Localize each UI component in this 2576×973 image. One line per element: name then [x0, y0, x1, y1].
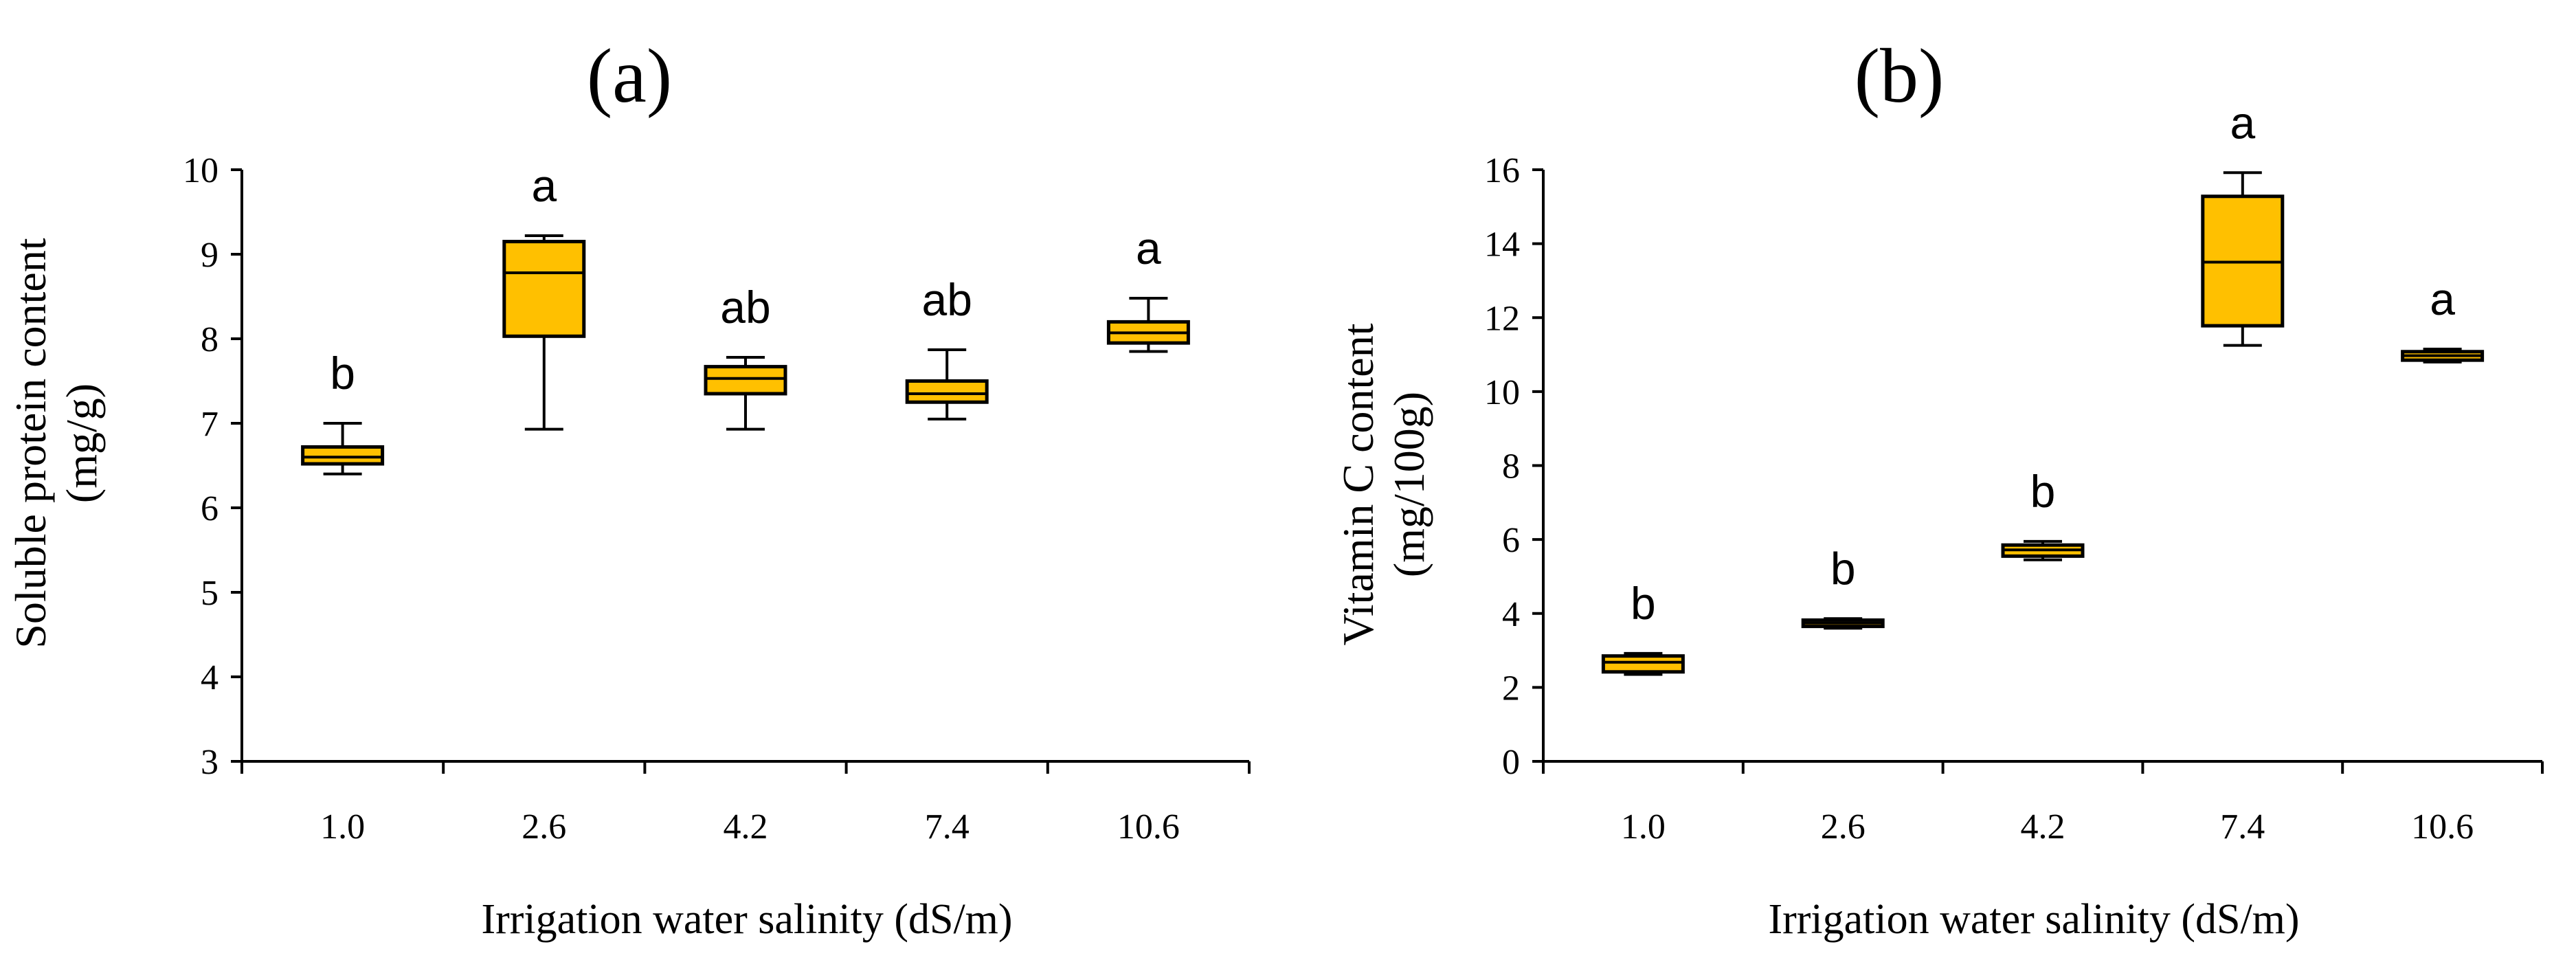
- panel-b-y-tick-label: 6: [1502, 521, 1520, 560]
- panel-b-y-tick-label: 4: [1502, 595, 1520, 634]
- panel-a-y-tick-label: 9: [201, 236, 219, 275]
- panel-b-significance-letter: b: [1631, 578, 1656, 629]
- panel-a-label: (a): [587, 34, 672, 119]
- panel-a-x-tick-label: 10.6: [1117, 807, 1180, 847]
- panel-a-ylabel: Soluble protein content: [6, 238, 55, 648]
- panel-a-x-tick-label: 1.0: [320, 807, 365, 847]
- panel-a-y-tick-label: 10: [183, 151, 219, 190]
- panel-a-significance-letter: ab: [720, 282, 770, 333]
- panel-b-significance-letter: b: [1830, 543, 1856, 594]
- panel-a-box: [905, 379, 989, 404]
- panel-a-ylabel-unit: (mg/g): [57, 383, 106, 503]
- panel-b-label: (b): [1855, 34, 1945, 119]
- panel-b-significance-letter: a: [2230, 97, 2255, 148]
- panel-b-x-tick-label: 1.0: [1621, 807, 1666, 847]
- panel-b-ylabel-unit: (mg/100g): [1385, 392, 1433, 577]
- panel-a-significance-letter: a: [531, 160, 557, 211]
- panel-a-box: [502, 240, 586, 338]
- panel-b-significance-letter: a: [2430, 273, 2455, 324]
- panel-b-ylabel: Vitamin C content: [1334, 323, 1382, 645]
- panel-a-y-tick-label: 6: [201, 489, 219, 528]
- panel-b-y-tick-label: 10: [1484, 373, 1520, 412]
- panel-a-box: [704, 365, 787, 396]
- panel-b-y-tick-label: 12: [1484, 299, 1520, 338]
- panel-a-significance-letter: ab: [921, 274, 972, 325]
- panel-b-x-tick-label: 10.6: [2411, 807, 2474, 847]
- panel-a-y-tick-label: 5: [201, 574, 219, 613]
- panel-b-significance-letter: b: [2030, 466, 2056, 517]
- panel-b-plot-area: 0 2 4 6 8 10 12 14 16 1.0 b 2.6 b 4.2 b 7.4 a 10.6 a: [1484, 97, 2544, 847]
- panel-b-y-tick-label: 8: [1502, 447, 1520, 486]
- panel-b-y-tick-label: 16: [1484, 151, 1520, 190]
- panel-b-x-tick-label: 4.2: [2021, 807, 2065, 847]
- panel-a-y-tick-label: 8: [201, 320, 219, 359]
- panel-a-y-tick-label: 7: [201, 405, 219, 444]
- panel-a-xlabel: Irrigation water salinity (dS/m): [481, 896, 1012, 943]
- panel-a-significance-letter: b: [330, 348, 355, 399]
- panel-b-y-tick-label: 0: [1502, 743, 1520, 782]
- panel-a-box: [301, 445, 385, 466]
- panel-a-plot-area: 3 4 5 6 7 8 9 10 1.0 b 2.6 a 4.2 ab 7.4 ab 10.6 a: [183, 151, 1251, 847]
- panel-b: (b) Vitamin C content (mg/100g) Irrigati…: [1334, 34, 2544, 943]
- panel-a-x-tick-label: 7.4: [925, 807, 970, 847]
- panel-b-x-tick-label: 2.6: [1821, 807, 1866, 847]
- panel-b-y-tick-label: 2: [1502, 669, 1520, 708]
- panel-b-xlabel: Irrigation water salinity (dS/m): [1768, 896, 2299, 943]
- panel-a-y-tick-label: 4: [201, 658, 219, 697]
- panel-a: (a) Soluble protein content (mg/g) Irrig…: [6, 34, 1251, 943]
- panel-b-y-tick-label: 14: [1484, 225, 1520, 265]
- panel-a-significance-letter: a: [1136, 223, 1161, 273]
- panel-a-y-tick-label: 3: [201, 743, 219, 782]
- panel-a-x-tick-label: 4.2: [724, 807, 768, 847]
- panel-b-box: [1601, 654, 1685, 674]
- panel-a-x-tick-label: 2.6: [522, 807, 566, 847]
- panel-b-x-tick-label: 7.4: [2220, 807, 2265, 847]
